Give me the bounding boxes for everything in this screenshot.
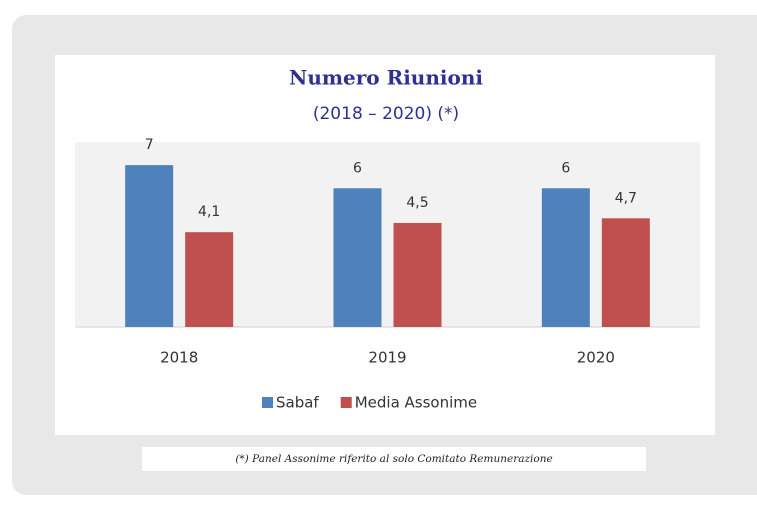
bar (601, 218, 650, 327)
footnote: (*) Panel Assonime riferito al solo Comi… (235, 453, 552, 465)
value-label: 4,1 (198, 204, 220, 220)
bar (125, 165, 174, 327)
legend-label: Media Assonime (355, 394, 477, 412)
chart-subtitle: (2018 – 2020) (*) (313, 104, 459, 124)
bar (393, 222, 442, 327)
bar (185, 232, 234, 327)
x-tick-label: 2019 (368, 349, 406, 367)
chart-title: Numero Riunioni (289, 66, 483, 90)
value-label: 6 (561, 160, 570, 176)
bar (333, 188, 382, 327)
footnote-box (142, 447, 646, 471)
x-tick-label: 2018 (160, 349, 198, 367)
legend-swatch (262, 397, 273, 408)
plot-area (75, 142, 700, 327)
value-label: 6 (353, 160, 362, 176)
x-tick-label: 2020 (577, 349, 615, 367)
legend-label: Sabaf (276, 394, 319, 412)
value-label: 4,5 (406, 195, 428, 211)
value-label: 4,7 (615, 190, 637, 206)
legend-swatch (340, 397, 352, 408)
bar (541, 188, 590, 327)
value-label: 7 (145, 137, 154, 153)
